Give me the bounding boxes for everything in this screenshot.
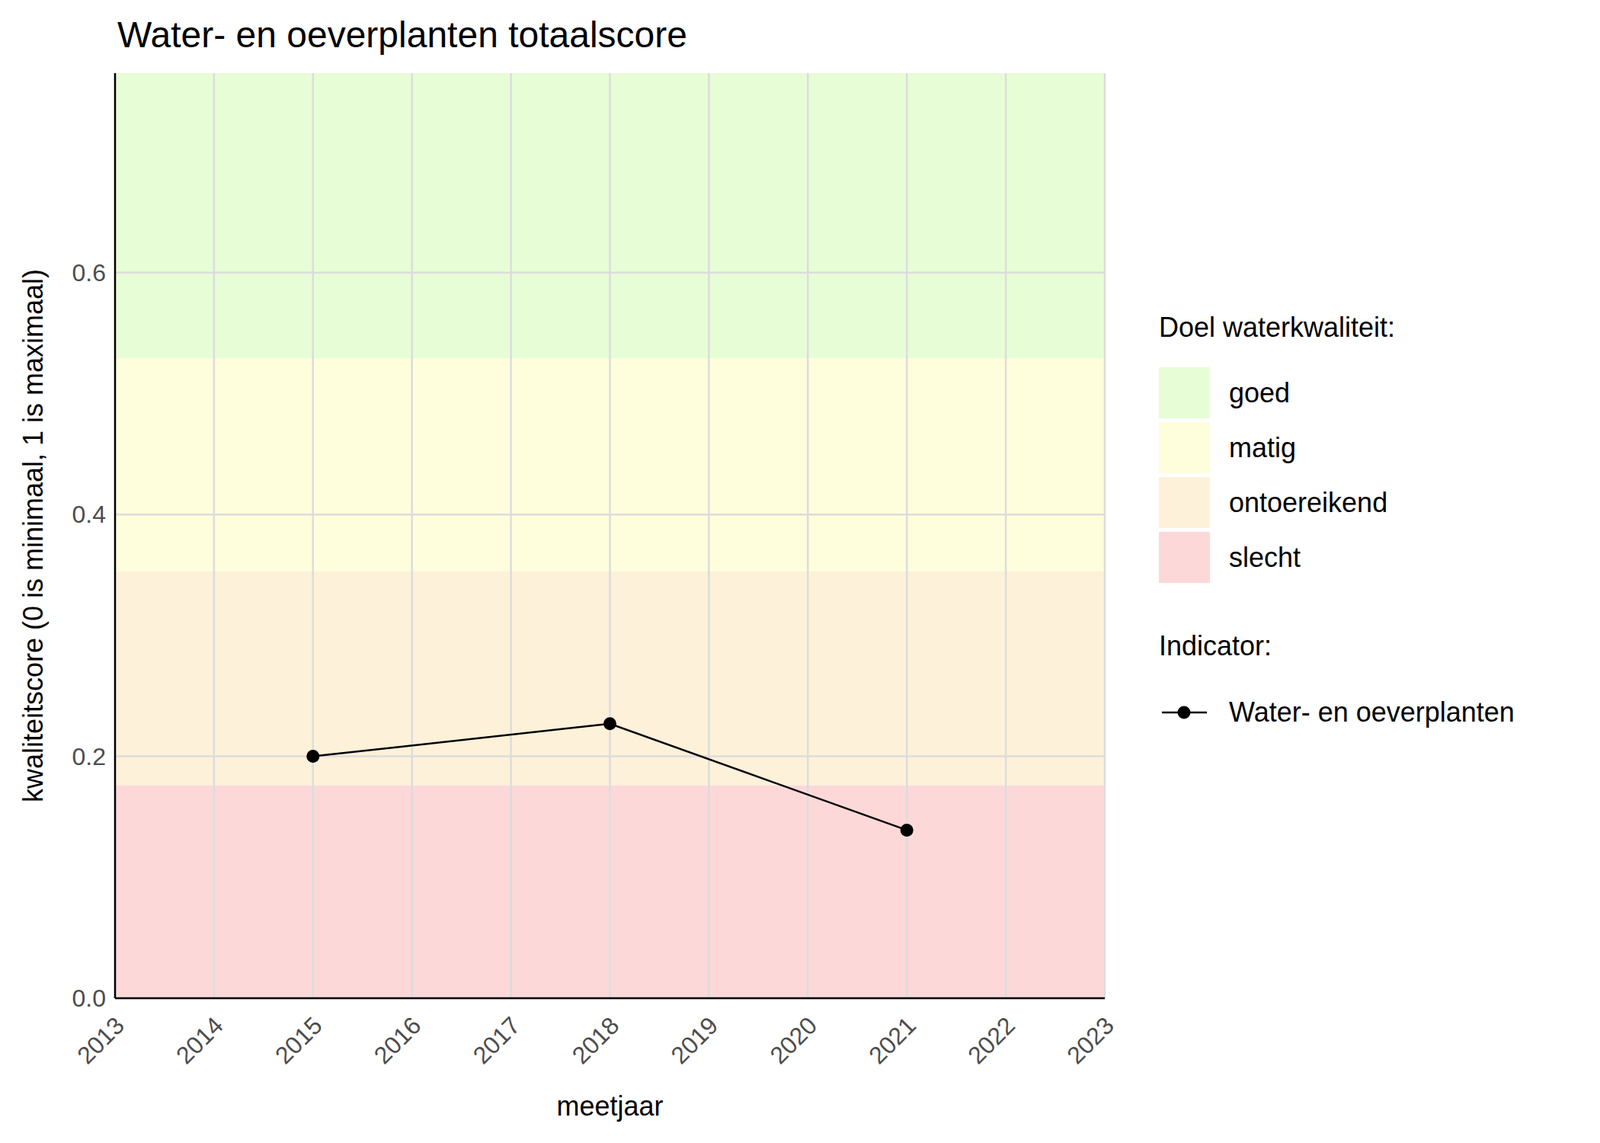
grid-line (115, 997, 1105, 1000)
legend-title: Indicator: (1158, 630, 1272, 662)
grid-line (905, 73, 909, 999)
legend-label: goed (1228, 377, 1290, 409)
x-tick-label: 2021 (863, 1011, 922, 1069)
x-tick-label: 2018 (566, 1011, 625, 1069)
series-point (900, 823, 914, 837)
grid-line (114, 73, 117, 999)
x-tick-label: 2014 (170, 1011, 229, 1069)
y-axis (114, 73, 117, 999)
series-point (603, 716, 617, 730)
legend-label: Water- en oeverplanten (1228, 696, 1515, 728)
legend-key (1158, 531, 1210, 583)
legend-key (1158, 367, 1210, 419)
series-point (306, 749, 320, 763)
title: Water- en oeverplanten totaalscore (117, 14, 688, 55)
x-tick-label: 2015 (269, 1011, 328, 1069)
x-tick-label: 2023 (1061, 1011, 1120, 1069)
grid-line (509, 73, 512, 999)
x-tick-label: 2016 (368, 1011, 427, 1069)
legend-key (1158, 422, 1210, 474)
y-tick-label: 0.0 (72, 984, 106, 1012)
x-tick-label: 2017 (467, 1011, 526, 1069)
grid-line (312, 73, 315, 999)
x-axis (115, 997, 1105, 1000)
y-tick-label: 0.4 (72, 500, 106, 528)
y-tick-label: 0.2 (72, 742, 106, 771)
legend-key (1158, 476, 1210, 528)
y-tick-label: 0.6 (72, 259, 106, 287)
legend-label: slecht (1228, 541, 1301, 573)
legend-key (1177, 706, 1191, 720)
grid-line (707, 73, 711, 999)
x-tick-label: 2013 (71, 1011, 130, 1069)
x-tick-label: 2019 (665, 1011, 724, 1069)
grid-line (608, 73, 612, 999)
legend-label: ontoereikend (1228, 486, 1388, 519)
chart: Water- en oeverplanten totaalscore 0.0 0.2… (0, 0, 1600, 1143)
grid-line (213, 73, 216, 999)
grid-line (1104, 73, 1107, 999)
grid-line (1004, 73, 1008, 999)
grid-line (806, 73, 810, 999)
y-axis-label: kwaliteitscore (0 is minimaal, 1 is maxi… (17, 268, 49, 803)
grid (115, 73, 1105, 999)
legend-title: Doel waterkwaliteit: (1158, 311, 1396, 343)
series-group (306, 716, 913, 837)
grid-line (410, 73, 413, 999)
x-axis-label: meetjaar (556, 1090, 663, 1122)
series-line (313, 723, 907, 831)
x-tick-label: 2022 (962, 1011, 1021, 1069)
bands (115, 73, 1105, 999)
legend-label: matig (1228, 432, 1296, 464)
x-tick-label: 2020 (764, 1011, 823, 1069)
